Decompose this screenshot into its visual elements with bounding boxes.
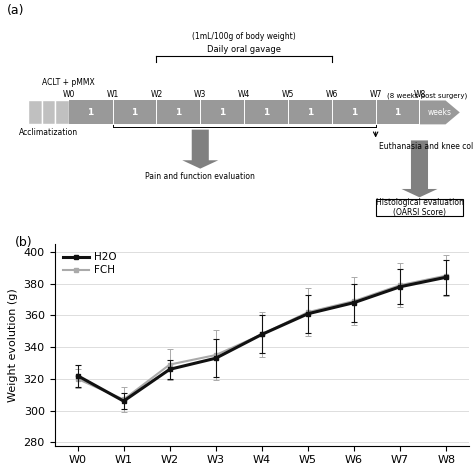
Text: W7: W7 <box>369 90 382 98</box>
Bar <box>55 100 69 124</box>
Polygon shape <box>419 100 460 124</box>
Y-axis label: Weight evolution (g): Weight evolution (g) <box>8 288 18 401</box>
Polygon shape <box>401 140 438 197</box>
Text: W2: W2 <box>150 90 163 98</box>
Text: W0: W0 <box>63 90 75 98</box>
Text: W5: W5 <box>282 90 294 98</box>
Bar <box>375 198 464 217</box>
Text: 1: 1 <box>394 108 401 117</box>
Text: 1: 1 <box>175 108 182 117</box>
Text: (8 weeks post surgery): (8 weeks post surgery) <box>387 92 467 98</box>
Text: 1: 1 <box>131 108 137 117</box>
Text: Daily oral gavage: Daily oral gavage <box>207 45 281 54</box>
Bar <box>42 100 55 124</box>
Text: W8: W8 <box>413 90 426 98</box>
Text: weeks: weeks <box>428 108 451 117</box>
Text: Acclimatization: Acclimatization <box>19 128 78 137</box>
Text: W4: W4 <box>238 90 250 98</box>
Text: W1: W1 <box>107 90 118 98</box>
Text: Histological evaluation
(OARSI Score): Histological evaluation (OARSI Score) <box>375 198 464 217</box>
Text: (1mL/100g of body weight): (1mL/100g of body weight) <box>192 32 296 41</box>
Text: ACLT + pMMX: ACLT + pMMX <box>42 78 95 87</box>
Legend: H2O, FCH: H2O, FCH <box>60 249 120 279</box>
Text: Euthanasia and knee collection: Euthanasia and knee collection <box>379 142 474 151</box>
Text: 1: 1 <box>88 108 94 117</box>
Text: Pain and function evaluation: Pain and function evaluation <box>146 172 255 181</box>
Polygon shape <box>182 129 218 169</box>
Text: W3: W3 <box>194 90 207 98</box>
Text: (b): (b) <box>15 236 33 249</box>
Text: 1: 1 <box>351 108 357 117</box>
Bar <box>69 100 419 124</box>
Text: 1: 1 <box>307 108 313 117</box>
Text: (a): (a) <box>7 4 25 16</box>
Text: W6: W6 <box>326 90 338 98</box>
Text: 1: 1 <box>219 108 225 117</box>
Bar <box>28 100 42 124</box>
Text: 1: 1 <box>263 108 269 117</box>
